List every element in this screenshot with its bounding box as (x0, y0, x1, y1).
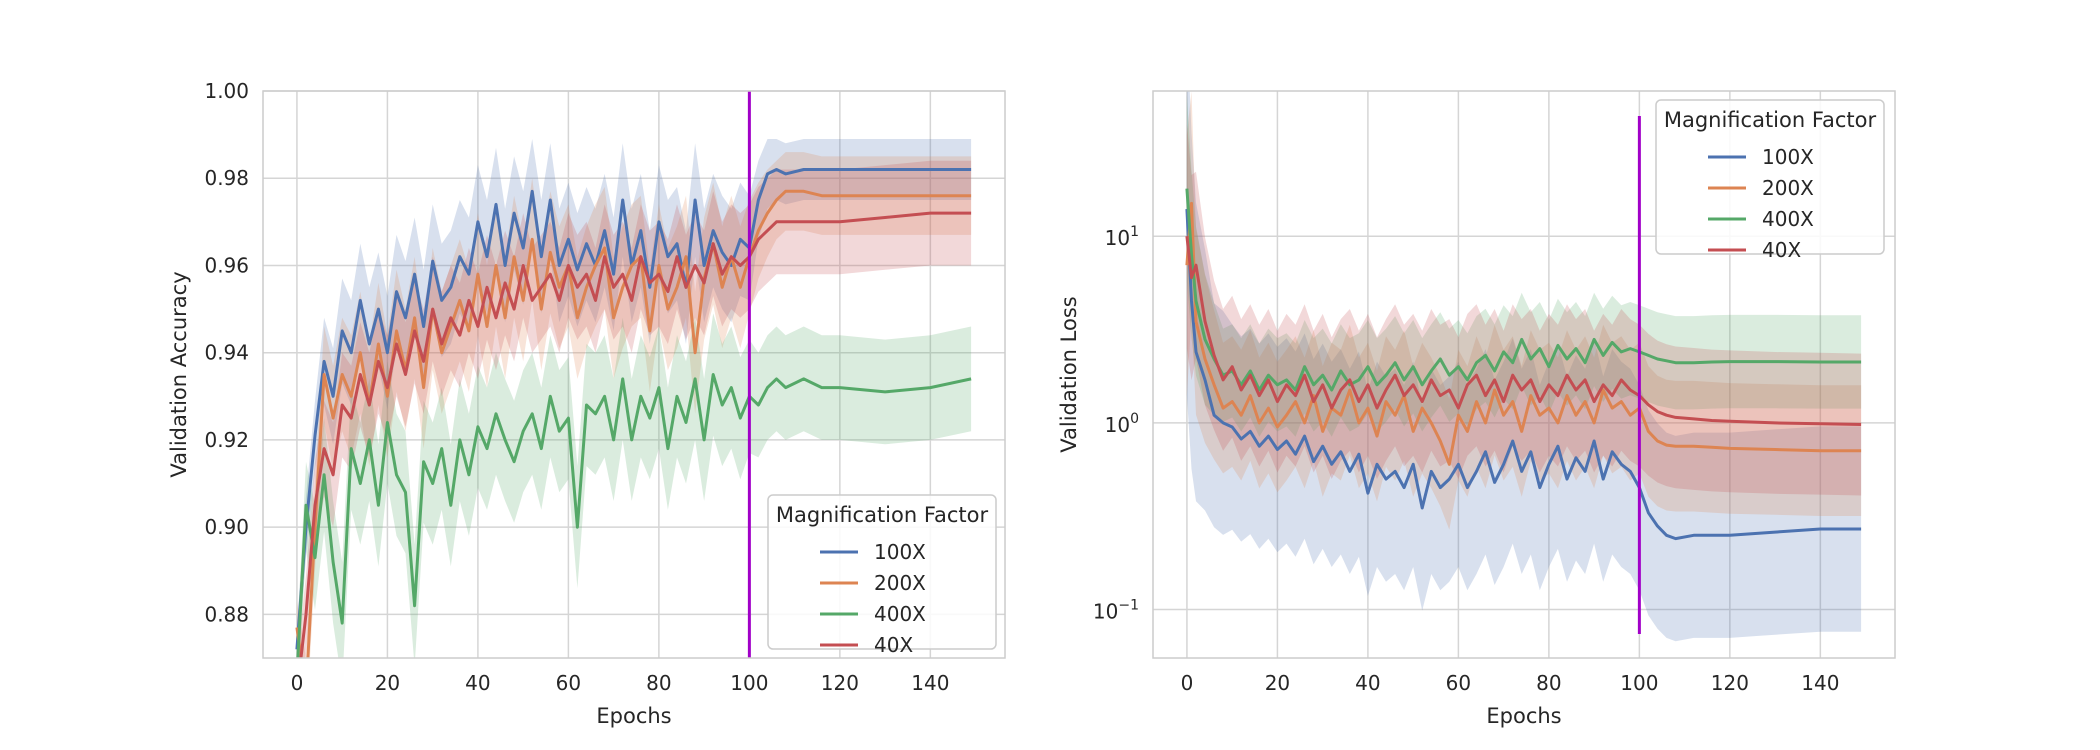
y-tick-label: 0.98 (204, 166, 249, 190)
x-tick-label: 120 (821, 671, 859, 695)
x-tick-label: 140 (1801, 671, 1839, 695)
y-tick-label: 0.96 (204, 253, 249, 277)
legend-entry-100X: 100X (1762, 145, 1814, 169)
legend-entry-40X: 40X (874, 633, 913, 657)
x-tick-label: 20 (375, 671, 400, 695)
loss-frame (1152, 90, 1896, 659)
y-tick-label: 0.88 (204, 602, 249, 626)
x-tick-label: 120 (1711, 671, 1749, 695)
band-40X (297, 160, 972, 658)
legend-entry-400X: 400X (874, 602, 926, 626)
x-tick-label: 0 (291, 671, 304, 695)
legend-entry-100X: 100X (874, 540, 926, 564)
loss-legend: Magnification Factor 100X 200X 400X 40X (1655, 99, 1885, 262)
band-200X (296, 152, 972, 658)
legend-entry-400X: 400X (1762, 207, 1814, 231)
y-tick-label: 10−1 (1093, 598, 1139, 624)
y-tick-label: 0.92 (204, 428, 249, 452)
legend-title: Magnification Factor (1664, 108, 1877, 132)
loss-chart: 0 20 40 60 80 100 120 140 10−1 100 101 Epochs Valida… (1057, 90, 1896, 728)
y-axis-label: Validation Accuracy (167, 271, 191, 477)
y-tick-label: 1.00 (204, 79, 249, 103)
band-400X (1186, 95, 1862, 437)
legend-box (767, 494, 997, 650)
x-axis-label: Epochs (596, 704, 671, 728)
y-tick-label: 0.94 (204, 341, 249, 365)
legend-title: Magnification Factor (776, 503, 989, 527)
legend-entry-40X: 40X (1762, 238, 1801, 262)
x-tick-label: 60 (556, 671, 581, 695)
band-100X (1186, 91, 1862, 642)
accuracy-frame (262, 90, 1006, 659)
accuracy-legend: Magnification Factor 100X 200X 400X 40X (767, 494, 997, 657)
legend-entry-200X: 200X (1762, 176, 1814, 200)
y-axis-label: Validation Loss (1057, 296, 1081, 452)
x-tick-label: 80 (646, 671, 671, 695)
x-tick-label: 40 (465, 671, 490, 695)
x-tick-label: 40 (1355, 671, 1380, 695)
x-axis-label: Epochs (1486, 704, 1561, 728)
y-tick-label: 100 (1105, 411, 1139, 437)
x-tick-label: 60 (1446, 671, 1471, 695)
band-40X (1186, 124, 1862, 496)
accuracy-chart: 0 20 40 60 80 100 120 140 0.88 0.90 0.92 0.94 0.96 0.… (167, 79, 1006, 728)
x-tick-label: 140 (911, 671, 949, 695)
x-tick-label: 100 (730, 671, 768, 695)
x-tick-label: 80 (1536, 671, 1561, 695)
y-tick-label: 101 (1105, 224, 1139, 250)
x-tick-label: 20 (1265, 671, 1290, 695)
legend-box (1655, 99, 1885, 255)
band-400X (296, 313, 972, 658)
y-tick-label: 0.90 (204, 515, 249, 539)
legend-entry-200X: 200X (874, 571, 926, 595)
x-tick-label: 100 (1620, 671, 1658, 695)
x-tick-label: 0 (1181, 671, 1194, 695)
